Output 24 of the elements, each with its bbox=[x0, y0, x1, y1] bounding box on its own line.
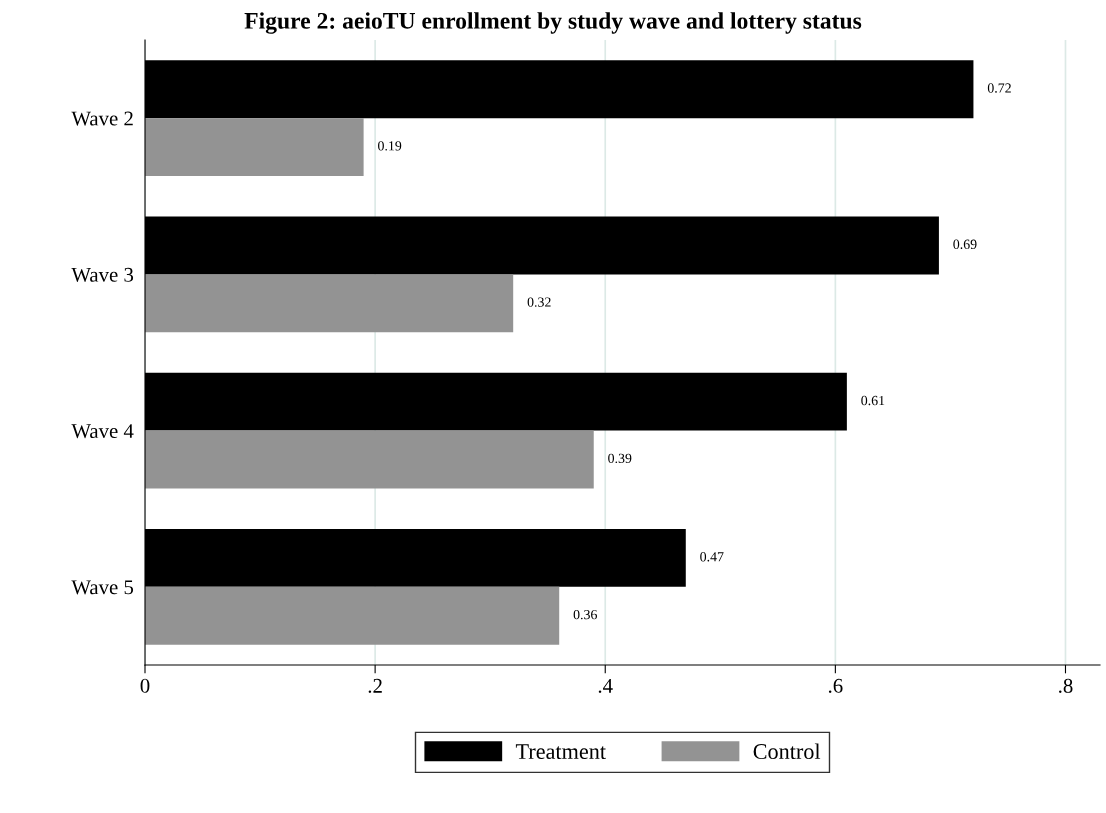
y-tick-label: Wave 2 bbox=[71, 111, 133, 126]
x-tick-label: .8 bbox=[1059, 678, 1073, 693]
x-tick-label: .2 bbox=[368, 678, 382, 693]
data-label: 0.19 bbox=[378, 141, 402, 151]
data-label: 0.36 bbox=[573, 609, 597, 620]
y-tick-label: Wave 4 bbox=[71, 424, 134, 439]
data-label: 0.69 bbox=[953, 239, 977, 250]
bar bbox=[145, 430, 594, 489]
x-tick-label: .6 bbox=[828, 678, 843, 693]
bar bbox=[145, 118, 364, 176]
bar bbox=[145, 586, 560, 645]
data-label: 0.39 bbox=[608, 453, 632, 464]
legend-label: Control bbox=[753, 743, 821, 760]
data-label: 0.47 bbox=[700, 552, 724, 562]
y-tick-label: Wave 5 bbox=[71, 580, 134, 595]
data-label: 0.72 bbox=[987, 83, 1011, 93]
x-tick-label: 0 bbox=[140, 678, 150, 693]
chart-title: Figure 2: aeioTU enrollment by study wave and lottery status bbox=[244, 12, 862, 34]
x-tick-label: .4 bbox=[598, 678, 613, 693]
data-label: 0.61 bbox=[861, 395, 885, 406]
bar bbox=[145, 274, 514, 333]
y-tick-label: Wave 3 bbox=[71, 267, 134, 282]
data-label: 0.32 bbox=[527, 297, 551, 307]
legend-label: Treatment bbox=[515, 744, 606, 760]
